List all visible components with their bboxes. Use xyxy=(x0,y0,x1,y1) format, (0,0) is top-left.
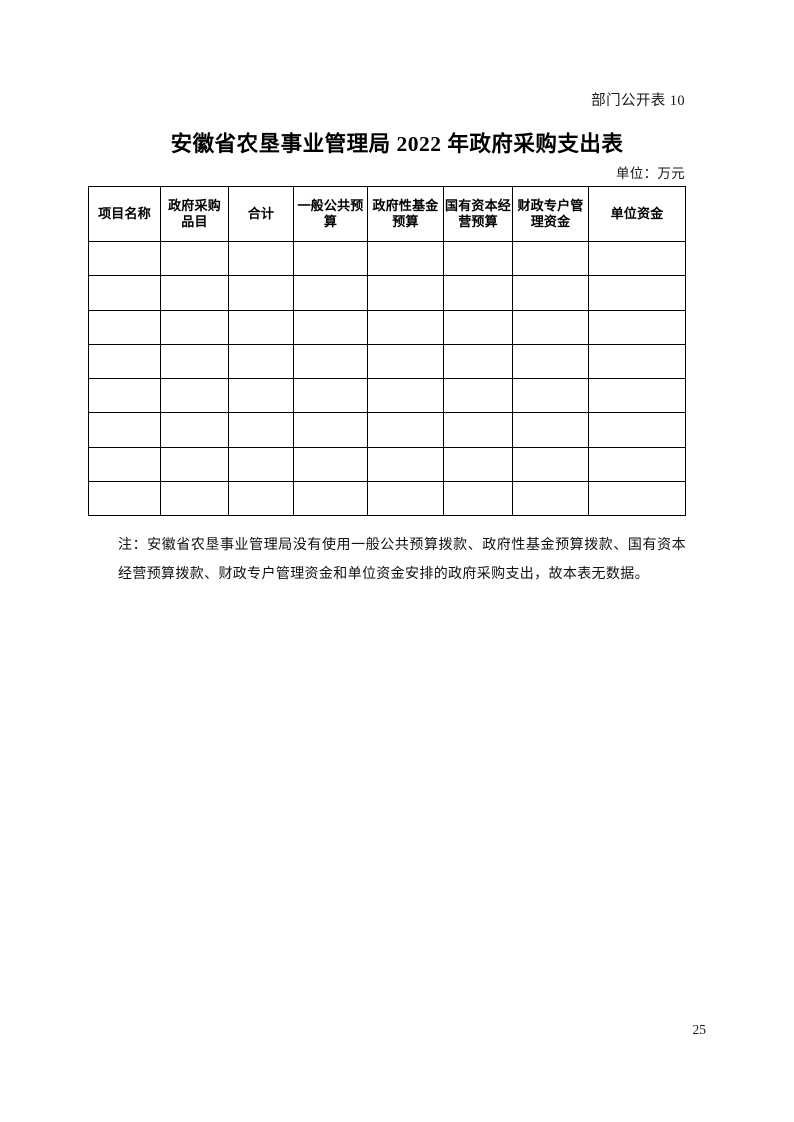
column-header-state-capital-operating-budget: 国有资本经营预算 xyxy=(443,186,513,242)
table-cell[interactable] xyxy=(443,343,513,380)
table-cell[interactable] xyxy=(88,275,161,311)
column-header-label: 财政专户管理资金 xyxy=(517,198,584,229)
table-cell[interactable] xyxy=(443,309,513,345)
table-cell[interactable] xyxy=(88,343,161,380)
table-cell[interactable] xyxy=(367,240,444,277)
table-cell[interactable] xyxy=(588,481,686,517)
table-cell[interactable] xyxy=(588,240,686,277)
table-cell[interactable] xyxy=(228,275,294,311)
table-cell[interactable] xyxy=(512,378,589,414)
table-cell[interactable] xyxy=(160,240,229,277)
table-cell[interactable] xyxy=(160,309,229,345)
table-cell[interactable] xyxy=(367,378,444,414)
table-cell[interactable] xyxy=(367,343,444,380)
table-cell[interactable] xyxy=(228,309,294,345)
table-row xyxy=(88,446,686,483)
table-cell[interactable] xyxy=(367,412,444,448)
column-header-general-public-budget: 一般公共预算 xyxy=(293,186,368,242)
column-header-label: 国有资本经营预算 xyxy=(445,198,512,229)
table-cell[interactable] xyxy=(228,481,294,517)
table-row xyxy=(88,378,686,414)
table-cell[interactable] xyxy=(160,446,229,483)
column-header-label: 政府采购品目 xyxy=(168,198,221,229)
table-cell[interactable] xyxy=(228,446,294,483)
table-cell[interactable] xyxy=(512,412,589,448)
column-header-unit-funds: 单位资金 xyxy=(588,186,686,242)
table-cell[interactable] xyxy=(588,275,686,311)
table-cell[interactable] xyxy=(588,378,686,414)
table-cell[interactable] xyxy=(588,412,686,448)
table-cell[interactable] xyxy=(88,378,161,414)
table-cell[interactable] xyxy=(512,309,589,345)
table-cell[interactable] xyxy=(588,309,686,345)
table-cell[interactable] xyxy=(228,412,294,448)
table-cell[interactable] xyxy=(228,378,294,414)
table-cell[interactable] xyxy=(228,343,294,380)
table-cell[interactable] xyxy=(293,378,368,414)
table-cell[interactable] xyxy=(88,309,161,345)
table-cell[interactable] xyxy=(228,240,294,277)
table-cell[interactable] xyxy=(512,275,589,311)
column-header-label: 一般公共预算 xyxy=(297,198,364,229)
table-cell[interactable] xyxy=(88,240,161,277)
column-header-fiscal-special-account-funds: 财政专户管理资金 xyxy=(512,186,589,242)
table-cell[interactable] xyxy=(88,412,161,448)
table-cell[interactable] xyxy=(588,343,686,380)
table-row xyxy=(88,309,686,345)
column-header-procurement-item: 政府采购品目 xyxy=(160,186,229,242)
table-cell[interactable] xyxy=(160,481,229,517)
unit-note: 单位：万元 xyxy=(616,166,685,181)
column-header-project-name: 项目名称 xyxy=(88,186,161,242)
table-cell[interactable] xyxy=(293,446,368,483)
table-cell[interactable] xyxy=(367,446,444,483)
table-row xyxy=(88,240,686,277)
column-header-label: 政府性基金预算 xyxy=(372,198,439,229)
table-cell[interactable] xyxy=(443,240,513,277)
government-procurement-expenditure-table: 项目名称 政府采购品目 合计 一般公共预算 政府性基金预算 xyxy=(88,186,686,517)
table-cell[interactable] xyxy=(293,275,368,311)
table-cell[interactable] xyxy=(588,446,686,483)
table-cell[interactable] xyxy=(443,481,513,517)
procurement-table-container: 项目名称 政府采购品目 合计 一般公共预算 政府性基金预算 xyxy=(88,186,686,517)
table-cell[interactable] xyxy=(512,240,589,277)
table-cell[interactable] xyxy=(367,481,444,517)
table-cell[interactable] xyxy=(443,275,513,311)
table-cell[interactable] xyxy=(443,412,513,448)
table-body xyxy=(88,240,686,517)
table-cell[interactable] xyxy=(88,481,161,517)
table-cell[interactable] xyxy=(88,446,161,483)
table-row xyxy=(88,481,686,517)
table-cell[interactable] xyxy=(367,309,444,345)
table-cell[interactable] xyxy=(293,412,368,448)
form-header-label: 部门公开表 10 xyxy=(591,93,685,109)
page-title: 安徽省农垦事业管理局 2022 年政府采购支出表 xyxy=(170,132,624,156)
column-header-government-fund-budget: 政府性基金预算 xyxy=(367,186,444,242)
table-cell[interactable] xyxy=(293,309,368,345)
table-footnote: 注：安徽省农垦事业管理局没有使用一般公共预算拨款、政府性基金预算拨款、国有资本经… xyxy=(118,538,686,582)
table-cell[interactable] xyxy=(443,378,513,414)
table-row xyxy=(88,275,686,311)
column-header-total: 合计 xyxy=(228,186,294,242)
table-cell[interactable] xyxy=(160,378,229,414)
table-header-row: 项目名称 政府采购品目 合计 一般公共预算 政府性基金预算 xyxy=(88,186,686,242)
column-header-label: 合计 xyxy=(247,206,275,222)
column-header-label: 项目名称 xyxy=(98,206,151,222)
table-cell[interactable] xyxy=(512,446,589,483)
table-row xyxy=(88,412,686,448)
table-cell[interactable] xyxy=(160,343,229,380)
table-cell[interactable] xyxy=(512,343,589,380)
table-cell[interactable] xyxy=(293,240,368,277)
table-cell[interactable] xyxy=(512,481,589,517)
table-cell[interactable] xyxy=(160,275,229,311)
table-cell[interactable] xyxy=(293,343,368,380)
page-number: 25 xyxy=(692,1022,707,1037)
table-cell[interactable] xyxy=(293,481,368,517)
table-cell[interactable] xyxy=(443,446,513,483)
column-header-label: 单位资金 xyxy=(610,206,664,222)
table-cell[interactable] xyxy=(367,275,444,311)
table-cell[interactable] xyxy=(160,412,229,448)
table-row xyxy=(88,343,686,380)
